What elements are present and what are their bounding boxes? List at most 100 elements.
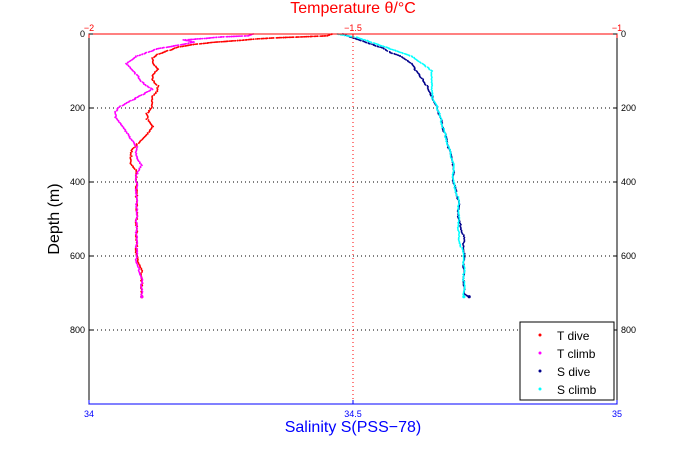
data-point bbox=[135, 211, 138, 214]
data-point bbox=[135, 181, 137, 183]
series-s-climb bbox=[336, 33, 466, 299]
y-tick-label-left: 600 bbox=[70, 251, 85, 261]
data-point bbox=[147, 111, 150, 114]
data-point bbox=[461, 233, 464, 235]
data-point bbox=[228, 40, 231, 43]
data-point bbox=[140, 94, 143, 96]
data-point bbox=[153, 56, 155, 59]
data-point bbox=[446, 144, 449, 146]
data-point bbox=[158, 53, 161, 55]
data-point bbox=[134, 56, 137, 58]
data-point bbox=[462, 279, 465, 282]
data-point bbox=[215, 36, 217, 39]
data-point bbox=[155, 48, 158, 51]
data-point bbox=[187, 40, 190, 42]
data-point bbox=[303, 35, 305, 38]
data-point bbox=[369, 42, 371, 45]
data-point bbox=[133, 168, 136, 170]
data-point bbox=[326, 34, 329, 37]
data-point bbox=[136, 96, 139, 99]
data-point bbox=[408, 54, 411, 57]
data-point bbox=[132, 70, 134, 72]
data-point bbox=[402, 52, 404, 55]
data-point bbox=[364, 39, 367, 42]
data-point bbox=[136, 172, 139, 175]
data-point bbox=[193, 38, 196, 41]
data-point bbox=[131, 150, 133, 153]
data-point bbox=[241, 39, 244, 42]
data-point bbox=[124, 130, 127, 133]
y-tick-label-right: 600 bbox=[621, 251, 636, 261]
data-point bbox=[244, 39, 247, 41]
data-point bbox=[431, 70, 434, 72]
data-point bbox=[126, 63, 128, 66]
data-point bbox=[136, 187, 138, 190]
data-point bbox=[165, 46, 168, 49]
y-tick-label-left: 400 bbox=[70, 177, 85, 187]
data-point bbox=[201, 37, 204, 40]
data-point bbox=[419, 76, 422, 79]
data-point bbox=[192, 43, 195, 46]
data-point bbox=[144, 84, 147, 87]
data-point bbox=[187, 44, 189, 47]
data-point bbox=[453, 170, 455, 172]
data-point bbox=[233, 39, 235, 42]
data-point bbox=[374, 45, 377, 47]
bottom-tick-label: 34 bbox=[84, 409, 94, 419]
data-point bbox=[175, 46, 178, 49]
data-point bbox=[179, 45, 182, 48]
data-point bbox=[246, 35, 248, 37]
data-point bbox=[133, 72, 136, 75]
data-point bbox=[219, 36, 222, 38]
data-point bbox=[258, 37, 261, 40]
data-point bbox=[391, 48, 394, 51]
data-point bbox=[136, 54, 139, 57]
y-axis-title: Depth (m) bbox=[46, 183, 63, 254]
data-point bbox=[137, 265, 139, 268]
legend-marker bbox=[538, 351, 542, 355]
top-tick-label: −1 bbox=[612, 23, 622, 33]
data-point bbox=[165, 50, 168, 52]
data-point bbox=[161, 52, 163, 55]
data-point bbox=[380, 45, 383, 47]
data-point bbox=[198, 42, 201, 45]
data-point bbox=[284, 36, 287, 39]
data-point bbox=[129, 137, 132, 140]
data-point bbox=[391, 52, 393, 55]
bottom-tick-label: 34.5 bbox=[344, 409, 362, 419]
data-point bbox=[161, 47, 164, 49]
data-point bbox=[301, 35, 304, 38]
data-point bbox=[370, 41, 373, 44]
data-point bbox=[260, 37, 263, 40]
data-point bbox=[375, 42, 378, 45]
data-point bbox=[405, 59, 408, 61]
series-t-dive bbox=[129, 33, 333, 299]
legend-label: S dive bbox=[557, 365, 591, 379]
data-point bbox=[462, 263, 464, 266]
data-point bbox=[136, 216, 138, 219]
data-point bbox=[439, 116, 442, 119]
data-point bbox=[343, 34, 346, 37]
bottom-tick-label: 35 bbox=[612, 409, 622, 419]
data-point bbox=[156, 90, 159, 93]
bottom-axis-title: Salinity S(PSS−78) bbox=[285, 419, 422, 436]
data-point bbox=[209, 41, 212, 44]
data-point bbox=[131, 99, 134, 101]
legend: T dive T climb S dive S climb bbox=[519, 321, 615, 401]
data-point bbox=[147, 51, 150, 53]
data-point bbox=[148, 131, 151, 133]
data-point bbox=[409, 61, 412, 64]
legend-box bbox=[519, 321, 615, 401]
data-point bbox=[151, 79, 154, 82]
data-point bbox=[192, 38, 194, 41]
data-point bbox=[459, 245, 462, 248]
series-t-climb bbox=[114, 33, 255, 299]
data-point bbox=[169, 49, 172, 52]
data-point bbox=[417, 60, 420, 63]
data-point bbox=[377, 45, 380, 48]
y-tick-label-left: 200 bbox=[70, 103, 85, 113]
data-point bbox=[179, 43, 182, 46]
data-point bbox=[238, 35, 241, 38]
data-point bbox=[141, 164, 143, 167]
data-point bbox=[208, 37, 211, 39]
